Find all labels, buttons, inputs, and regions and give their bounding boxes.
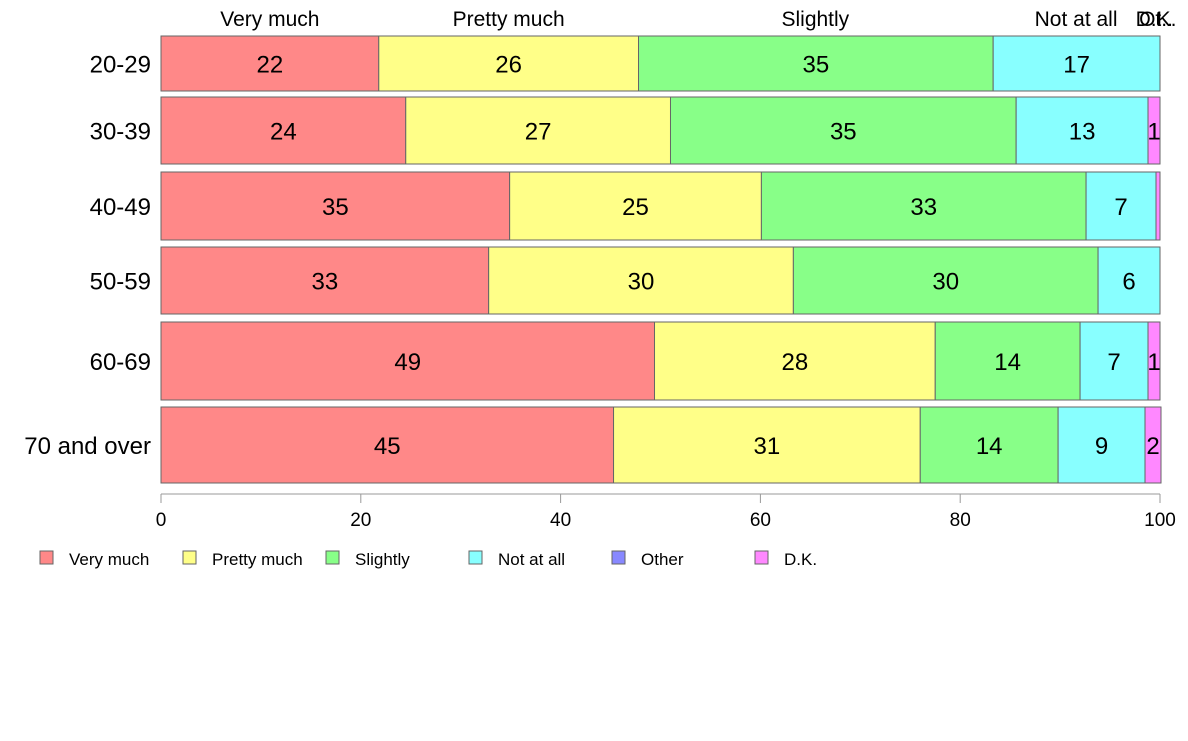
data-label-50-59-very-much: 33 [311, 269, 338, 296]
category-label-60-69: 60-69 [90, 349, 151, 376]
bar-50-59-very-much [160, 246, 490, 315]
legend-label-other: Other [641, 550, 684, 569]
category-label-30-39: 30-39 [90, 119, 151, 146]
data-label-20-29-very-much: 22 [257, 52, 284, 79]
legend-swatch-other [611, 550, 626, 565]
x-tick-label-20: 20 [350, 510, 371, 531]
legend: Very much Pretty much Slightly Not at all Ot… [39, 550, 817, 569]
bar-60-69-slightly [934, 321, 1081, 401]
legend-label-d-k: D.K. [784, 550, 817, 569]
data-label-20-29-not-at-all: 17 [1063, 52, 1090, 79]
bar-70-and-over-not-at-all [1057, 406, 1146, 484]
data-label-60-69-slightly: 14 [994, 349, 1021, 376]
x-tick-label-60: 60 [750, 510, 771, 531]
top-label-slightly: Slightly [781, 8, 849, 31]
top-label-ot: Ot.. [1139, 8, 1173, 31]
bar-20-29-pretty-much [378, 35, 640, 92]
bar-60-69-not-at-all [1079, 321, 1149, 401]
bar-40-49-d-k [1155, 171, 1161, 241]
data-label-50-59-pretty-much: 30 [628, 269, 655, 296]
data-label-60-69-d-k: 1 [1147, 349, 1160, 376]
bar-40-49-not-at-all [1085, 171, 1157, 241]
bar-70-and-over-very-much [160, 406, 615, 484]
data-label-60-69-very-much: 49 [394, 349, 421, 376]
top-label-pretty-much: Pretty much [453, 8, 565, 31]
top-label-d-k: D.K. [1136, 8, 1177, 31]
bar-70-and-over-slightly [919, 406, 1059, 484]
bar-50-59-slightly [792, 246, 1099, 315]
data-label-60-69-not-at-all: 7 [1107, 349, 1120, 376]
bar-40-49-pretty-much [509, 171, 762, 241]
legend-label-very-much: Very much [69, 550, 149, 569]
legend-label-not-at-all: Not at all [498, 550, 565, 569]
data-label-40-49-not-at-all: 7 [1114, 194, 1127, 221]
data-label-40-49-very-much: 35 [322, 194, 349, 221]
data-label-70-and-over-not-at-all: 9 [1095, 433, 1108, 460]
top-label-very-much: Very much [220, 8, 319, 31]
x-tick-label-100: 100 [1144, 510, 1176, 531]
category-labels: 20-29 30-39 40-49 50-59 60-69 70 and over [24, 52, 151, 461]
data-label-70-and-over-d-k: 2 [1146, 433, 1159, 460]
bar-60-69-pretty-much [654, 321, 936, 401]
data-label-30-39-d-k: 1 [1147, 119, 1160, 146]
legend-label-pretty-much: Pretty much [212, 550, 303, 569]
legend-swatch-d-k [754, 550, 769, 565]
legend-swatch-very-much [39, 550, 54, 565]
x-tick-label-0: 0 [156, 510, 167, 531]
bar-30-39-d-k [1147, 96, 1161, 165]
top-label-not-at-all: Not at all [1035, 8, 1118, 31]
legend-swatch-pretty-much [182, 550, 197, 565]
data-label-70-and-over-very-much: 45 [374, 433, 401, 460]
bar-50-59-not-at-all [1097, 246, 1161, 315]
x-axis: 0 20 40 60 80 100 [156, 493, 1176, 531]
data-label-30-39-slightly: 35 [830, 119, 857, 146]
category-label-40-49: 40-49 [90, 194, 151, 221]
category-label-70-and-over: 70 and over [24, 433, 151, 460]
legend-swatch-not-at-all [468, 550, 483, 565]
bar-20-29-not-at-all [992, 35, 1161, 92]
data-label-30-39-not-at-all: 13 [1069, 119, 1096, 146]
bar-60-69-d-k [1147, 321, 1161, 401]
bar-30-39-very-much [160, 96, 407, 165]
bar-30-39-not-at-all [1015, 96, 1149, 165]
legend-label-slightly: Slightly [355, 550, 410, 569]
data-label-20-29-pretty-much: 26 [495, 52, 522, 79]
data-label-60-69-pretty-much: 28 [782, 349, 809, 376]
bar-40-49-very-much [160, 171, 511, 241]
data-label-20-29-slightly: 35 [802, 52, 829, 79]
data-label-40-49-pretty-much: 25 [622, 194, 649, 221]
bar-30-39-slightly [669, 96, 1017, 165]
data-label-30-39-pretty-much: 27 [525, 119, 552, 146]
category-label-50-59: 50-59 [90, 269, 151, 296]
data-label-70-and-over-pretty-much: 31 [754, 433, 781, 460]
category-label-20-29: 20-29 [90, 52, 151, 79]
bar-70-and-over-pretty-much [613, 406, 921, 484]
x-tick-label-80: 80 [950, 510, 971, 531]
legend-swatch-slightly [325, 550, 340, 565]
data-label-50-59-slightly: 30 [932, 269, 959, 296]
bar-40-49-slightly [760, 171, 1087, 241]
bar-50-59-pretty-much [488, 246, 794, 315]
data-label-30-39-very-much: 24 [270, 119, 297, 146]
data-label-40-49-slightly: 33 [910, 194, 937, 221]
bar-60-69-very-much [160, 321, 656, 401]
data-label-50-59-not-at-all: 6 [1122, 269, 1135, 296]
bar-70-and-over-d-k [1144, 406, 1162, 484]
x-tick-label-40: 40 [550, 510, 571, 531]
data-label-70-and-over-slightly: 14 [976, 433, 1003, 460]
bar-30-39-pretty-much [405, 96, 671, 165]
top-category-labels: Very much Pretty much Slightly Not at all Ot… [220, 8, 1176, 31]
